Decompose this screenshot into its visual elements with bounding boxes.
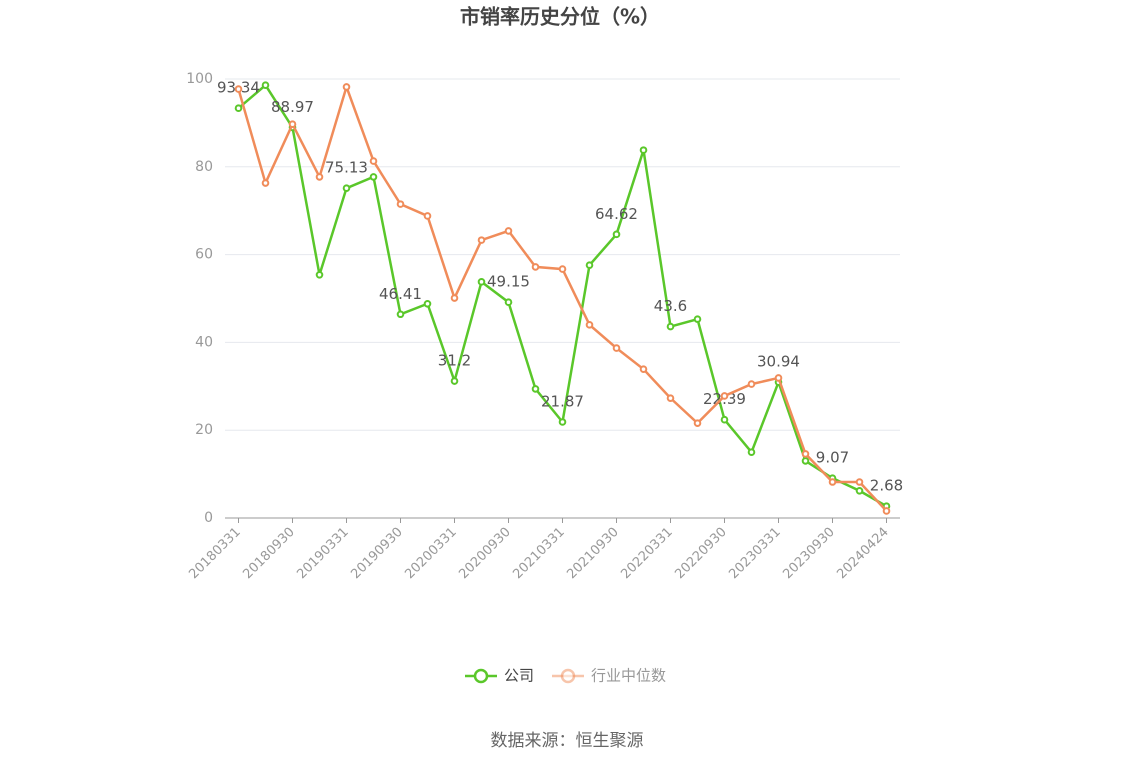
legend-item[interactable]: 公司	[465, 667, 534, 685]
point	[423, 299, 432, 308]
source: 数据来源：恒生聚源	[491, 731, 644, 751]
point	[315, 270, 324, 279]
point	[288, 120, 297, 129]
point	[774, 374, 783, 382]
data-label: 88.97	[271, 98, 314, 116]
point	[558, 265, 567, 273]
x-tick-label: 20200331	[402, 525, 459, 582]
point	[612, 230, 621, 239]
point	[315, 173, 324, 181]
chart-title: 市销率历史分位（%）	[460, 5, 660, 29]
point	[666, 394, 675, 402]
point	[450, 294, 459, 302]
series-line	[237, 83, 888, 508]
x-tick-label: 20190930	[348, 525, 405, 582]
data-label: 43.6	[654, 297, 687, 315]
point	[234, 85, 243, 93]
point	[342, 83, 351, 91]
data-label: 49.15	[487, 273, 530, 291]
point	[855, 486, 864, 495]
point	[477, 278, 486, 286]
point	[612, 344, 621, 352]
data-label: 64.62	[595, 205, 638, 223]
x-tick-label: 20190331	[294, 525, 351, 582]
data-label: 75.13	[325, 159, 368, 177]
point	[477, 236, 486, 244]
point	[666, 322, 675, 331]
x-tick-label: 20210930	[564, 525, 621, 582]
y-tick-label: 0	[204, 510, 213, 526]
point	[450, 377, 459, 385]
x-tick-label: 20220331	[618, 525, 675, 582]
point	[234, 104, 243, 113]
point	[801, 457, 810, 465]
y-tick-label: 40	[195, 334, 213, 350]
x-tick-label: 20180930	[240, 525, 297, 582]
legend-item[interactable]: 行业中位数	[552, 667, 666, 685]
point	[369, 173, 378, 181]
point	[639, 146, 648, 154]
y-tick-label: 80	[195, 159, 213, 175]
point	[882, 507, 891, 515]
data-label: 30.94	[757, 353, 800, 371]
point	[693, 315, 702, 323]
x-tick-label: 20240424	[834, 525, 891, 582]
legend-label: 公司	[504, 667, 534, 685]
point	[747, 448, 756, 456]
point	[720, 392, 729, 400]
point	[801, 450, 810, 458]
y-tick-label: 100	[186, 71, 213, 87]
point	[585, 321, 594, 329]
point	[531, 385, 540, 393]
point	[369, 157, 378, 165]
x-tick-label: 20230331	[726, 525, 783, 582]
point	[396, 200, 405, 208]
point	[693, 419, 702, 427]
point	[342, 184, 351, 192]
x-tick-label: 20230930	[780, 525, 837, 582]
x-tick-label: 20200930	[456, 525, 513, 582]
y-tick-label: 60	[195, 247, 213, 263]
point	[828, 478, 837, 486]
data-label: 9.07	[816, 449, 849, 467]
point	[747, 380, 756, 388]
point	[504, 298, 513, 307]
point	[531, 263, 540, 271]
data-label: 46.41	[379, 285, 422, 303]
point	[423, 212, 432, 220]
data-label: 31.2	[438, 352, 471, 370]
legend-label: 行业中位数	[591, 667, 666, 685]
point	[855, 478, 864, 486]
data-label: 21.87	[541, 392, 584, 410]
series-line	[237, 82, 888, 512]
point	[504, 227, 513, 235]
point	[720, 415, 729, 424]
legend-marker	[560, 668, 576, 684]
point	[558, 418, 567, 426]
point	[261, 179, 270, 187]
x-tick-label: 20210331	[510, 525, 567, 582]
point	[639, 365, 648, 373]
point	[396, 310, 405, 319]
point	[585, 261, 594, 269]
point	[261, 81, 270, 89]
data-label: 2.68	[870, 477, 903, 495]
y-tick-label: 20	[195, 422, 213, 438]
x-tick-label: 20220930	[672, 525, 729, 582]
legend-marker	[473, 668, 489, 684]
x-tick-label: 20180331	[186, 525, 243, 582]
